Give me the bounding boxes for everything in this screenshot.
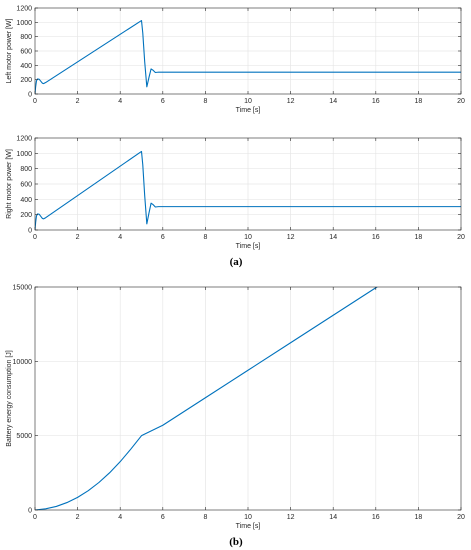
x-tick-label: 12 — [287, 98, 295, 105]
x-tick-label: 10 — [244, 234, 252, 241]
x-tick-label: 18 — [415, 98, 423, 105]
x-tick-label: 6 — [161, 514, 165, 521]
x-axis-label: Time [s] — [236, 243, 261, 250]
x-tick-label: 6 — [161, 98, 165, 105]
x-tick-label: 0 — [33, 98, 37, 105]
y-tick-label: 800 — [20, 166, 32, 173]
y-tick-label: 200 — [20, 77, 32, 84]
x-axis-label: Time [s] — [236, 523, 261, 530]
x-tick-label: 2 — [76, 514, 80, 521]
panel-label-b: (b) — [229, 536, 243, 548]
x-tick-label: 18 — [415, 514, 423, 521]
x-tick-label: 6 — [161, 234, 165, 241]
x-tick-label: 4 — [118, 98, 122, 105]
data-line — [35, 150, 461, 230]
panel-label-a: (a) — [230, 256, 243, 268]
y-tick-label: 600 — [20, 182, 32, 189]
y-tick-label: 5000 — [16, 433, 32, 440]
x-tick-label: 20 — [457, 234, 465, 241]
x-tick-label: 10 — [244, 514, 252, 521]
x-tick-label: 14 — [329, 234, 337, 241]
x-tick-label: 10 — [244, 98, 252, 105]
x-tick-label: 16 — [372, 234, 380, 241]
chart-left-motor-power: 0 2 4 6 8 10 12 14 16 18 20020040060080010001200Ti… — [6, 6, 465, 115]
y-tick-label: 1200 — [16, 6, 32, 13]
x-tick-label: 0 — [33, 514, 37, 521]
y-tick-label: 1000 — [16, 20, 32, 27]
y-tick-label: 0 — [28, 228, 32, 235]
y-tick-label: 10000 — [13, 359, 33, 366]
x-tick-label: 12 — [287, 234, 295, 241]
x-tick-label: 8 — [203, 514, 207, 521]
x-tick-label: 14 — [329, 98, 337, 105]
x-tick-label: 16 — [372, 514, 380, 521]
x-tick-label: 2 — [76, 234, 80, 241]
y-tick-label: 1200 — [16, 136, 32, 143]
y-tick-label: 800 — [20, 34, 32, 41]
y-tick-label: 15000 — [13, 285, 33, 292]
chart-right-motor-power: 0 2 4 6 8 10 12 14 16 18 20020040060080010001200Ti… — [6, 136, 465, 251]
y-tick-label: 400 — [20, 63, 32, 70]
x-tick-label: 20 — [457, 514, 465, 521]
x-tick-label: 2 — [76, 98, 80, 105]
y-tick-label: 200 — [20, 212, 32, 219]
x-tick-label: 8 — [203, 98, 207, 105]
x-tick-label: 14 — [329, 514, 337, 521]
x-tick-label: 16 — [372, 98, 380, 105]
y-tick-label: 600 — [20, 49, 32, 56]
y-tick-label: 400 — [20, 197, 32, 204]
y-axis-label: Battery energy consumption [J] — [6, 350, 13, 447]
x-tick-label: 8 — [203, 234, 207, 241]
data-line — [35, 287, 378, 510]
x-tick-label: 18 — [415, 234, 423, 241]
x-axis-label: Time [s] — [236, 107, 261, 114]
x-tick-label: 0 — [33, 234, 37, 241]
x-tick-label: 20 — [457, 98, 465, 105]
x-tick-label: 4 — [118, 234, 122, 241]
y-tick-label: 1000 — [16, 151, 32, 158]
x-tick-label: 12 — [287, 514, 295, 521]
y-tick-label: 0 — [28, 92, 32, 99]
x-tick-label: 4 — [118, 514, 122, 521]
y-axis-label: Right motor power [W] — [6, 149, 13, 219]
chart-battery-energy: 0 2 4 6 8 10 12 14 16 18 20 0 5000 10000 15000 Time [s]… — [6, 285, 465, 531]
y-axis-label: Left motor power [W] — [6, 18, 13, 83]
data-line — [35, 19, 461, 94]
y-tick-label: 0 — [28, 508, 32, 515]
